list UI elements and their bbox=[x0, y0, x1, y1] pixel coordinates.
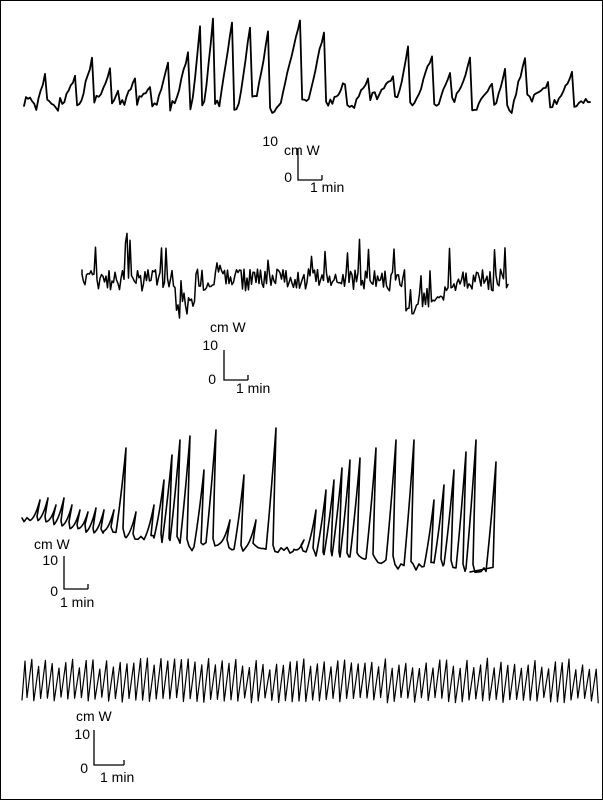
scale-min-label: 0 bbox=[284, 169, 292, 185]
scale-unit-label: cm W bbox=[76, 708, 113, 724]
scale-axes bbox=[297, 148, 323, 181]
scale-time-label: 1 min bbox=[100, 769, 134, 785]
scale-min-label: 0 bbox=[208, 371, 216, 387]
pressure-trace-2 bbox=[81, 232, 509, 319]
panel-3: cm W 10 0 1 min bbox=[21, 427, 497, 610]
scale-axes bbox=[93, 730, 125, 766]
scale-bar-3: cm W 10 0 1 min bbox=[34, 536, 94, 610]
pressure-trace-3 bbox=[21, 427, 497, 574]
panel-1: cm W 10 0 1 min bbox=[23, 17, 591, 195]
scale-axes bbox=[223, 350, 249, 381]
scale-max-label: 10 bbox=[42, 552, 58, 568]
pressure-trace-4 bbox=[21, 657, 599, 704]
scale-bar-4: cm W 10 0 1 min bbox=[74, 708, 134, 785]
scale-time-label: 1 min bbox=[236, 380, 270, 396]
scale-min-label: 0 bbox=[50, 583, 58, 599]
scale-unit-label: cm W bbox=[34, 536, 71, 552]
scale-bar-2: cm W 10 0 1 min bbox=[202, 319, 270, 396]
scale-axes bbox=[63, 556, 89, 590]
scale-time-label: 1 min bbox=[310, 179, 344, 195]
scale-min-label: 0 bbox=[80, 760, 88, 776]
pressure-trace-1 bbox=[23, 17, 591, 114]
scale-max-label: 10 bbox=[202, 337, 218, 353]
panel-2: cm W 10 0 1 min bbox=[81, 232, 509, 396]
panel-4: cm W 10 0 1 min bbox=[21, 657, 599, 785]
scale-max-label: 10 bbox=[74, 726, 90, 742]
scale-unit-label: cm W bbox=[210, 319, 247, 335]
scale-bar-1: cm W 10 0 1 min bbox=[262, 133, 344, 195]
scale-max-label: 10 bbox=[262, 133, 278, 149]
scale-time-label: 1 min bbox=[60, 594, 94, 610]
scale-unit-label: cm W bbox=[284, 142, 321, 158]
